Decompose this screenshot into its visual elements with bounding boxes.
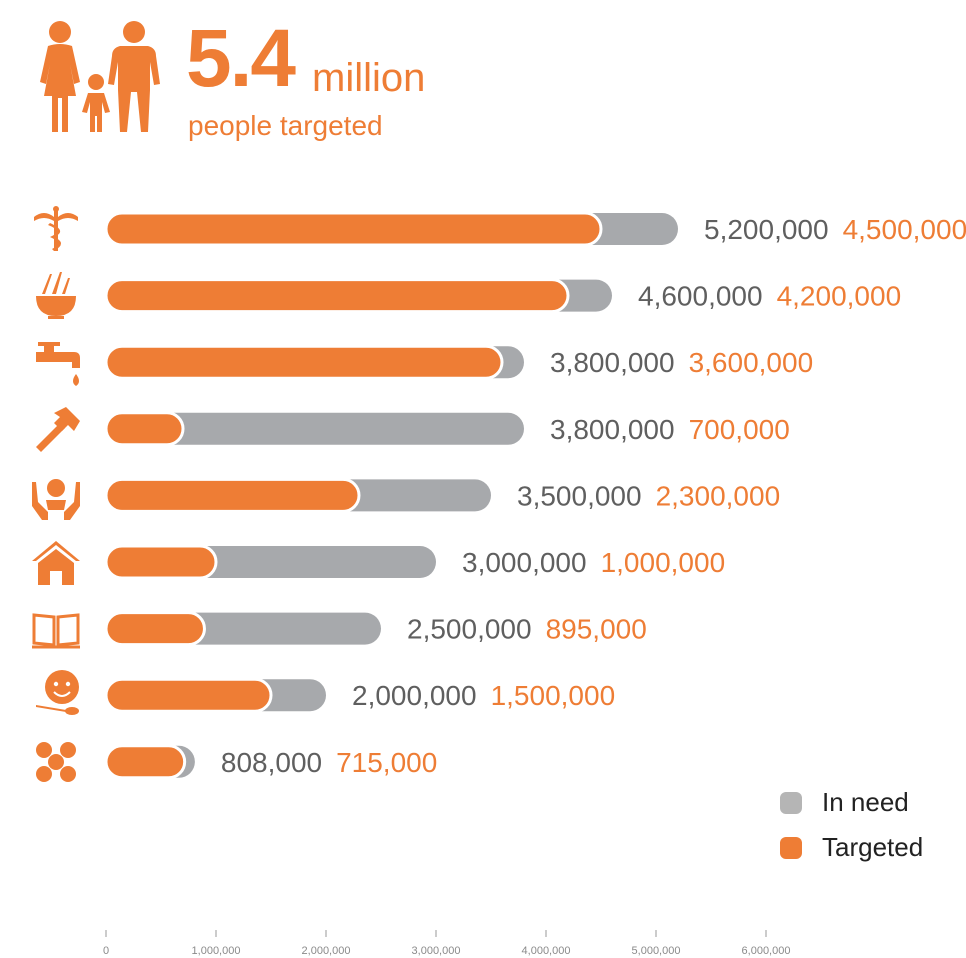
data-label-in-need-3: 3,800,000 [550, 414, 675, 445]
x-tick-label-6: 6,000,000 [742, 945, 791, 957]
bar-targeted-3 [104, 411, 185, 447]
legend-swatch-targeted [780, 837, 802, 859]
x-tick-label-0: 0 [103, 945, 109, 957]
bar-targeted-1 [104, 278, 570, 314]
legend-label-in-need: In need [822, 787, 909, 817]
bar-targeted-6 [104, 611, 206, 647]
x-tick-label-2: 2,000,000 [302, 945, 351, 957]
water-icon [36, 342, 80, 386]
bar-targeted-8 [104, 744, 187, 780]
bar-targeted-5 [104, 544, 218, 580]
x-tick-label-1: 1,000,000 [192, 945, 241, 957]
recovery-icon [36, 407, 80, 452]
education-icon [32, 613, 80, 649]
headline-unit: million [312, 56, 426, 100]
data-label-targeted-5: 1,000,000 [601, 547, 726, 578]
data-label-in-need-0: 5,200,000 [704, 214, 829, 245]
bar-targeted-2 [104, 344, 504, 380]
bars-group: 5,200,000 4,500,000 4,600,000 4,200,000 3,80… [104, 211, 966, 780]
data-label-in-need-8: 808,000 [221, 747, 322, 778]
data-label-targeted-2: 3,600,000 [689, 347, 814, 378]
data-label-in-need-4: 3,500,000 [517, 480, 642, 511]
sector-icons [32, 206, 80, 782]
bar-targeted-7 [104, 677, 273, 713]
data-label-in-need-5: 3,000,000 [462, 547, 587, 578]
data-label-in-need-7: 2,000,000 [352, 680, 477, 711]
x-tick-label-4: 4,000,000 [522, 945, 571, 957]
shelter-icon [32, 541, 80, 585]
data-label-targeted-4: 2,300,000 [656, 480, 781, 511]
data-label-in-need-2: 3,800,000 [550, 347, 675, 378]
bar-in-need-3 [106, 412, 524, 445]
protection-icon [32, 479, 80, 520]
data-label-in-need-1: 4,600,000 [638, 281, 763, 312]
data-label-targeted-8: 715,000 [336, 747, 437, 778]
health-icon [34, 206, 78, 251]
data-label-targeted-7: 1,500,000 [491, 680, 616, 711]
data-label-targeted-6: 895,000 [546, 614, 647, 645]
legend-label-targeted: Targeted [822, 832, 924, 862]
headline-number: 5.4 [186, 13, 296, 104]
data-label-targeted-1: 4,200,000 [777, 281, 902, 312]
data-label-targeted-0: 4,500,000 [843, 214, 966, 245]
family-icon [40, 21, 160, 132]
x-axis: 0 1,000,000 2,000,000 3,000,000 4,000,000 5,0… [103, 930, 791, 957]
nutrition-icon [36, 670, 79, 715]
bar-targeted-4 [104, 477, 361, 513]
x-tick-label-3: 3,000,000 [412, 945, 461, 957]
food-icon [36, 272, 76, 319]
x-tick-label-5: 5,000,000 [632, 945, 681, 957]
headline-subtitle: people targeted [188, 110, 383, 141]
legend-swatch-in-need [780, 792, 802, 814]
header: 5.4 million people targeted [0, 0, 966, 170]
data-label-targeted-3: 700,000 [689, 414, 790, 445]
other-icon [36, 742, 76, 782]
bar-targeted-0 [104, 211, 603, 247]
data-label-in-need-6: 2,500,000 [407, 614, 532, 645]
